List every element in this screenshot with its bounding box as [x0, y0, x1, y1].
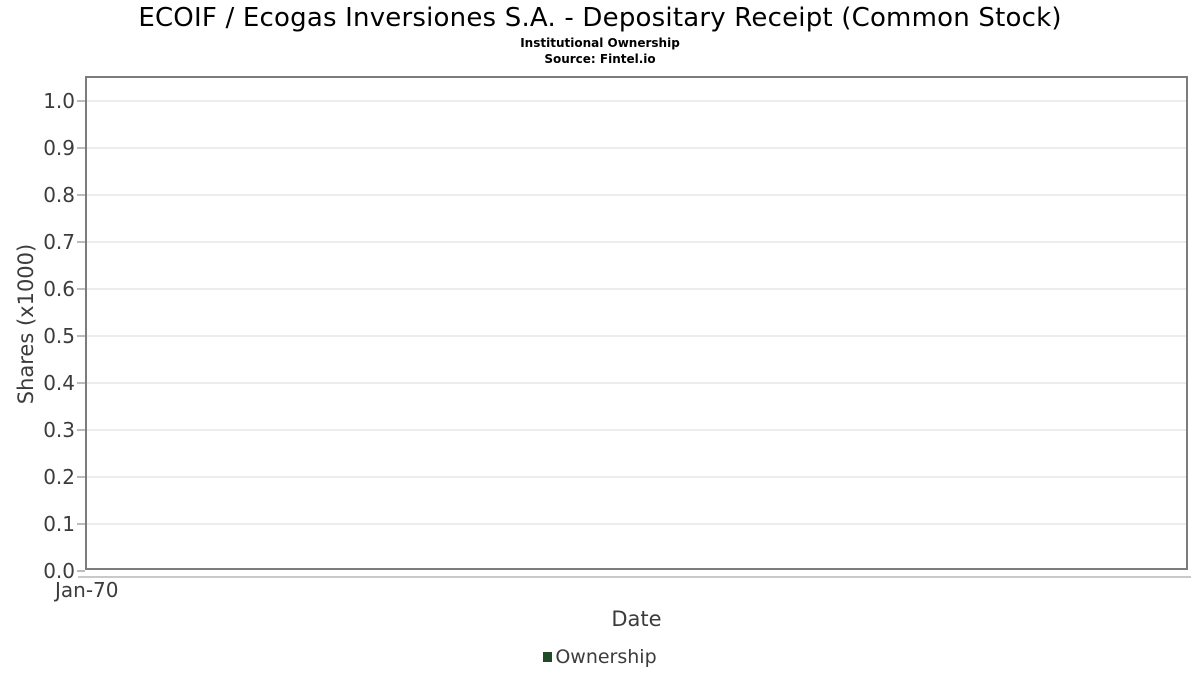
gridline — [87, 335, 1186, 337]
y-tick-label: 0.5 — [43, 324, 75, 348]
chart-source: Source: Fintel.io — [544, 52, 656, 66]
gridline — [87, 288, 1186, 290]
chart-title: ECOIF / Ecogas Inversiones S.A. - Deposi… — [138, 3, 1062, 33]
y-tick-mark — [77, 523, 85, 525]
y-tick-mark — [77, 288, 85, 290]
y-tick-label: 0.1 — [43, 512, 75, 536]
y-tick-mark — [77, 382, 85, 384]
gridline — [87, 241, 1186, 243]
legend: Ownership — [0, 646, 1200, 668]
gridline — [87, 100, 1186, 102]
y-tick-mark — [77, 570, 85, 572]
gridline — [87, 476, 1186, 478]
y-tick-label: 0.4 — [43, 371, 75, 395]
chart-subtitle: Institutional Ownership — [520, 36, 680, 50]
x-tick-label: Jan-70 — [55, 578, 119, 602]
y-tick-label: 0.2 — [43, 465, 75, 489]
y-tick-mark — [77, 476, 85, 478]
y-tick-mark — [77, 147, 85, 149]
y-tick-label: 0.9 — [43, 136, 75, 160]
x-axis-label: Date — [611, 607, 662, 631]
y-tick-label: 1.0 — [43, 89, 75, 113]
y-tick-mark — [77, 241, 85, 243]
gridline — [87, 194, 1186, 196]
legend-swatch-ownership-icon — [543, 652, 553, 662]
gridline — [87, 382, 1186, 384]
y-axis-label: Shares (x1000) — [14, 243, 38, 405]
y-tick-label: 0.0 — [43, 559, 75, 583]
y-tick-label: 0.6 — [43, 277, 75, 301]
y-tick-mark — [77, 335, 85, 337]
y-tick-mark — [77, 100, 85, 102]
y-tick-mark — [77, 194, 85, 196]
y-tick-label: 0.8 — [43, 183, 75, 207]
gridline — [87, 147, 1186, 149]
plot-area — [85, 76, 1188, 570]
y-tick-mark — [77, 429, 85, 431]
y-tick-label: 0.3 — [43, 418, 75, 442]
gridline — [87, 429, 1186, 431]
y-tick-label: 0.7 — [43, 230, 75, 254]
gridline — [87, 523, 1186, 525]
x-axis-line — [78, 576, 1191, 578]
legend-label-ownership: Ownership — [555, 646, 657, 668]
